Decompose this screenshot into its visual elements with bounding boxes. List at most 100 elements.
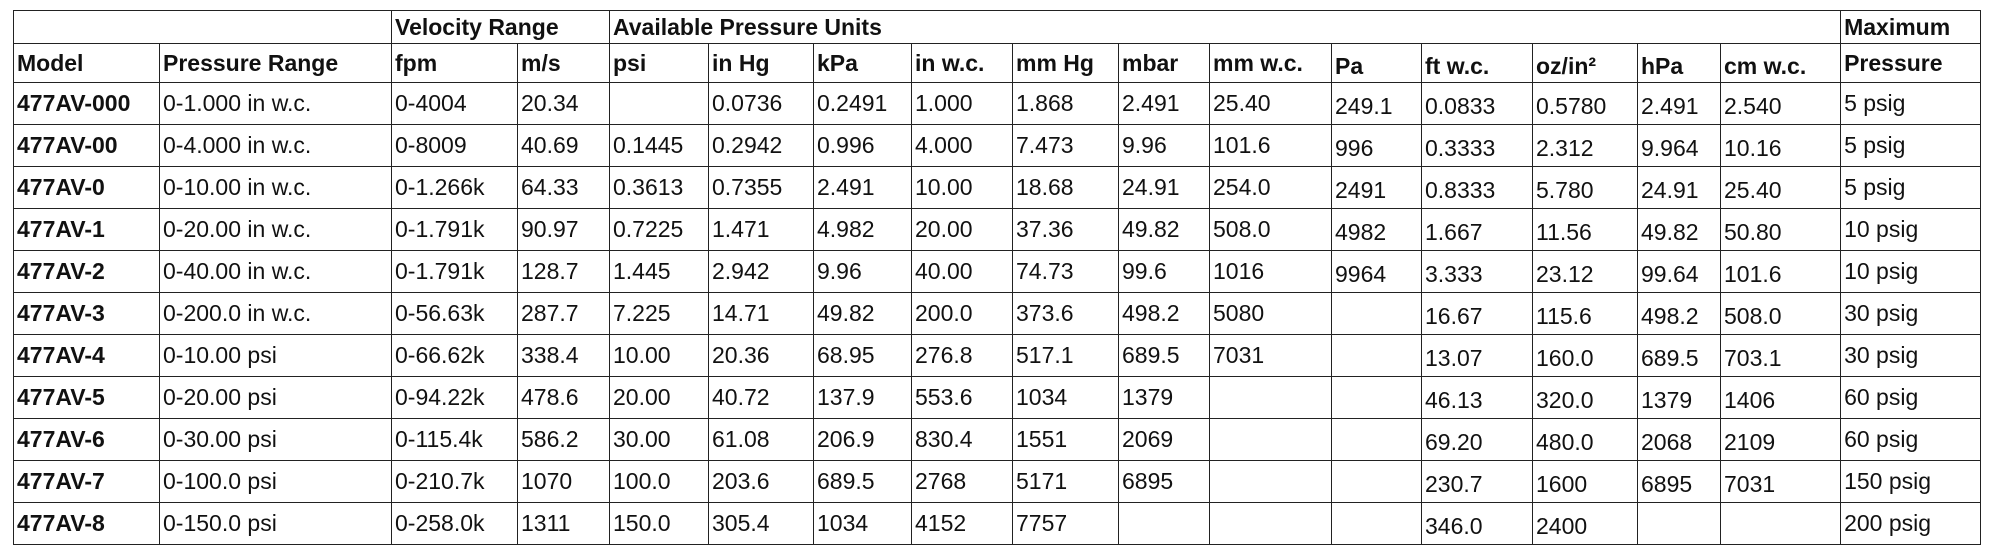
cell: 40.72 xyxy=(708,376,814,419)
column-header: m/s xyxy=(517,43,610,83)
data-row: 477AV-0 0-10.00 in w.c. 0-1.266k 64.33 0.361… xyxy=(13,166,1982,209)
cell: 46.13 xyxy=(1421,376,1533,419)
cell: 1.868 xyxy=(1012,82,1119,125)
cell: 5.780 xyxy=(1532,166,1638,209)
cell: 830.4 xyxy=(911,418,1013,461)
cell: 7.473 xyxy=(1012,124,1119,167)
cell: 49.82 xyxy=(1637,208,1721,251)
cell: 320.0 xyxy=(1532,376,1638,419)
model-cell: 477AV-7 xyxy=(13,460,160,503)
data-row: 477AV-000 0-1.000 in w.c. 0-4004 20.34 0.073… xyxy=(13,82,1982,125)
cell: 230.7 xyxy=(1421,460,1533,503)
cell: 206.9 xyxy=(813,418,912,461)
cell: 0-30.00 psi xyxy=(159,418,392,461)
cell: 0-4004 xyxy=(391,82,518,125)
cell: 346.0 xyxy=(1421,502,1533,545)
cell: 0.7225 xyxy=(609,208,709,251)
cell: 2069 xyxy=(1118,418,1210,461)
cell xyxy=(1637,502,1721,545)
model-cell: 477AV-5 xyxy=(13,376,160,419)
cell xyxy=(1118,502,1210,545)
model-cell: 477AV-8 xyxy=(13,502,160,545)
cell: 1.471 xyxy=(708,208,814,251)
cell: 689.5 xyxy=(1118,334,1210,377)
cell: 480.0 xyxy=(1532,418,1638,461)
column-header: fpm xyxy=(391,43,518,83)
cell: 14.71 xyxy=(708,292,814,335)
cell: 0.0833 xyxy=(1421,82,1533,125)
cell: 1.667 xyxy=(1421,208,1533,251)
cell: 338.4 xyxy=(517,334,610,377)
cell: 0-94.22k xyxy=(391,376,518,419)
cell: 1600 xyxy=(1532,460,1638,503)
column-header: mm w.c. xyxy=(1209,43,1332,83)
cell: 553.6 xyxy=(911,376,1013,419)
cell: 1551 xyxy=(1012,418,1119,461)
cell: 1.445 xyxy=(609,250,709,293)
cell: 10.00 xyxy=(911,166,1013,209)
cell: 0-20.00 psi xyxy=(159,376,392,419)
cell: 9.96 xyxy=(1118,124,1210,167)
cell: 49.82 xyxy=(813,292,912,335)
cell: 61.08 xyxy=(708,418,814,461)
cell: 508.0 xyxy=(1719,292,1842,335)
cell: 4.000 xyxy=(911,124,1013,167)
cell: 0-100.0 psi xyxy=(159,460,392,503)
cell: 4.982 xyxy=(813,208,912,251)
cell: 20.34 xyxy=(517,82,610,125)
cell: 5 psig xyxy=(1840,166,1982,209)
cell: 0.7355 xyxy=(708,166,814,209)
cell: 18.68 xyxy=(1012,166,1119,209)
cell: 1034 xyxy=(1012,376,1119,419)
data-row: 477AV-3 0-200.0 in w.c. 0-56.63k 287.7 7.225… xyxy=(13,292,1982,335)
cell xyxy=(1209,460,1332,503)
cell: 305.4 xyxy=(708,502,814,545)
cell: 115.6 xyxy=(1532,292,1638,335)
cell: 9.964 xyxy=(1637,124,1721,167)
cell: 2109 xyxy=(1719,418,1842,461)
cell: 508.0 xyxy=(1209,208,1332,251)
cell: 10 psig xyxy=(1840,250,1982,293)
column-header: oz/in² xyxy=(1532,43,1638,83)
data-row: 477AV-4 0-10.00 psi 0-66.62k 338.4 10.00 20.3… xyxy=(13,334,1982,377)
cell: 25.40 xyxy=(1209,82,1332,125)
data-row: 477AV-1 0-20.00 in w.c. 0-1.791k 90.97 0.722… xyxy=(13,208,1982,251)
cell xyxy=(1209,376,1332,419)
cell: 1070 xyxy=(517,460,610,503)
group-header-row: Velocity Range Available Pressure Units … xyxy=(13,10,1982,44)
cell: 6895 xyxy=(1637,460,1721,503)
cell: 0-10.00 psi xyxy=(159,334,392,377)
cell: 254.0 xyxy=(1209,166,1332,209)
data-row: 477AV-5 0-20.00 psi 0-94.22k 478.6 20.00 40.7… xyxy=(13,376,1982,419)
data-row: 477AV-7 0-100.0 psi 0-210.7k 1070 100.0 203.6… xyxy=(13,460,1982,503)
group-header: Maximum xyxy=(1840,10,1982,44)
cell: 0.3333 xyxy=(1421,124,1533,167)
cell: 0.5780 xyxy=(1532,82,1638,125)
cell: 478.6 xyxy=(517,376,610,419)
cell: 150.0 xyxy=(609,502,709,545)
cell: 0-258.0k xyxy=(391,502,518,545)
model-cell: 477AV-6 xyxy=(13,418,160,461)
cell: 689.5 xyxy=(1637,334,1721,377)
cell: 0.2942 xyxy=(708,124,814,167)
column-header: mm Hg xyxy=(1012,43,1119,83)
cell: 0.8333 xyxy=(1421,166,1533,209)
cell: 60 psig xyxy=(1840,376,1982,419)
cell: 287.7 xyxy=(517,292,610,335)
cell xyxy=(1719,502,1842,545)
cell: 10.16 xyxy=(1719,124,1842,167)
group-header: Available Pressure Units xyxy=(608,10,1842,44)
cell: 0-8009 xyxy=(391,124,518,167)
column-header-row: Model Pressure Range fpm m/s psi in Hg kPa in w… xyxy=(13,43,1982,83)
cell: 276.8 xyxy=(911,334,1013,377)
cell: 2.491 xyxy=(813,166,912,209)
model-cell: 477AV-00 xyxy=(13,124,160,167)
cell: 37.36 xyxy=(1012,208,1119,251)
column-header: hPa xyxy=(1637,43,1721,83)
cell: 25.40 xyxy=(1719,166,1842,209)
cell: 1406 xyxy=(1719,376,1842,419)
cell: 5 psig xyxy=(1840,82,1982,125)
cell: 498.2 xyxy=(1118,292,1210,335)
cell: 996 xyxy=(1331,124,1422,167)
cell: 200.0 xyxy=(911,292,1013,335)
